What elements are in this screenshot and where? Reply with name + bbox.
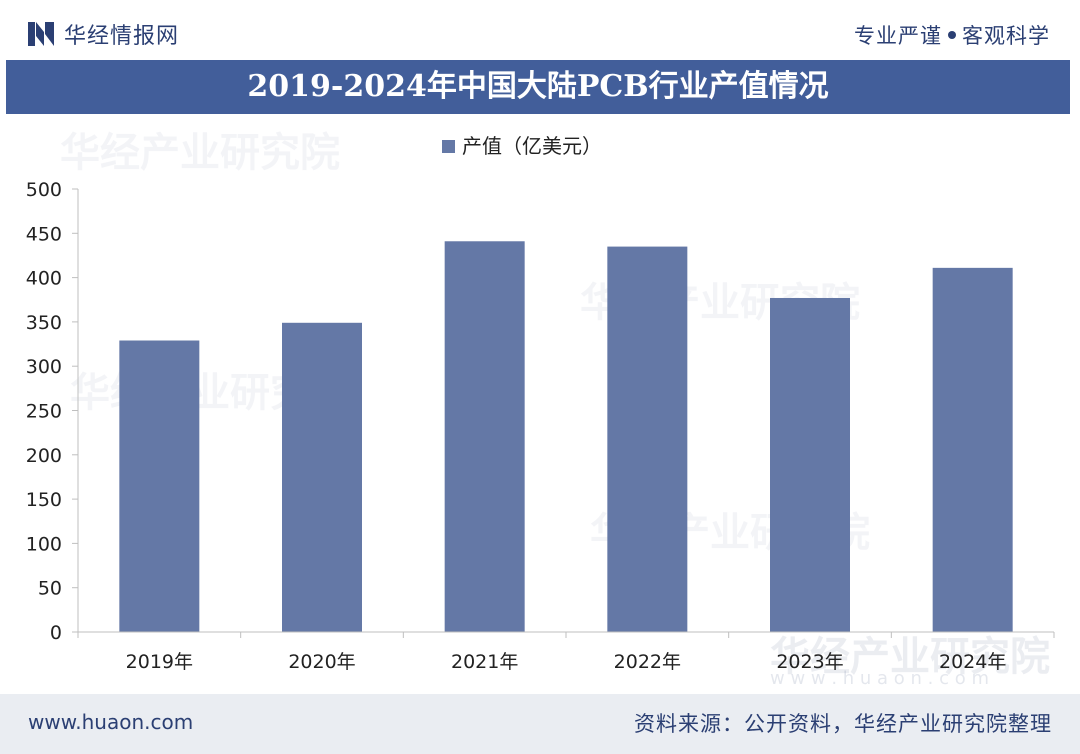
y-tick-label: 500 xyxy=(26,179,62,201)
title-band: 2019-2024年中国大陆PCB行业产值情况 xyxy=(6,60,1070,114)
y-axis: 0 50 100 150 200 250 300 350 400 450 500 xyxy=(26,179,79,644)
header-bar: 华经情报网 专业严谨 客观科学 xyxy=(0,0,1080,58)
legend: 产值（亿美元） xyxy=(442,134,602,158)
brand-logo-icon xyxy=(28,22,54,46)
bar xyxy=(607,246,688,632)
bars xyxy=(119,241,1013,633)
y-tick-label: 350 xyxy=(26,312,62,334)
y-tick-label: 250 xyxy=(26,401,62,423)
bar xyxy=(932,267,1013,632)
y-tick-label: 200 xyxy=(26,445,62,467)
x-tick-label: 2024年 xyxy=(939,651,1006,673)
chart-title: 2019-2024年中国大陆PCB行业产值情况 xyxy=(247,69,829,104)
y-tick-label: 300 xyxy=(26,356,62,378)
bar-chart: 产值（亿美元） 0 50 100 150 200 250 300 350 400 450 500 2… xyxy=(26,134,1055,673)
x-axis: 2019年 2020年 2021年 2022年 2023年 2024年 xyxy=(77,631,1055,673)
legend-swatch xyxy=(442,140,455,153)
footer-website: www.huaon.com xyxy=(28,710,194,734)
legend-label: 产值（亿美元） xyxy=(462,134,602,158)
x-tick-label: 2022年 xyxy=(614,651,681,673)
footer-bar: www.huaon.com 资料来源：公开资料，华经产业研究院整理 xyxy=(0,694,1080,754)
x-tick-label: 2021年 xyxy=(451,651,518,673)
footer-source: 资料来源：公开资料，华经产业研究院整理 xyxy=(634,712,1052,736)
y-tick-label: 450 xyxy=(26,223,62,245)
bar xyxy=(282,322,362,632)
x-tick-label: 2019年 xyxy=(126,651,193,673)
bar xyxy=(770,297,850,632)
x-tick-label: 2023年 xyxy=(776,651,843,673)
bar xyxy=(444,241,525,633)
y-tick-label: 400 xyxy=(26,268,62,290)
bar xyxy=(119,340,200,632)
y-tick-label: 100 xyxy=(26,533,62,555)
separator-dot-icon xyxy=(948,31,956,39)
y-tick-label: 150 xyxy=(26,489,62,511)
slogan-left: 专业严谨 xyxy=(854,24,942,48)
x-tick-label: 2020年 xyxy=(288,651,355,673)
y-tick-label: 0 xyxy=(50,622,62,644)
brand-name: 华经情报网 xyxy=(64,24,180,49)
slogan: 专业严谨 客观科学 xyxy=(854,20,1050,50)
slogan-right: 客观科学 xyxy=(962,24,1050,48)
y-tick-label: 50 xyxy=(38,578,62,600)
